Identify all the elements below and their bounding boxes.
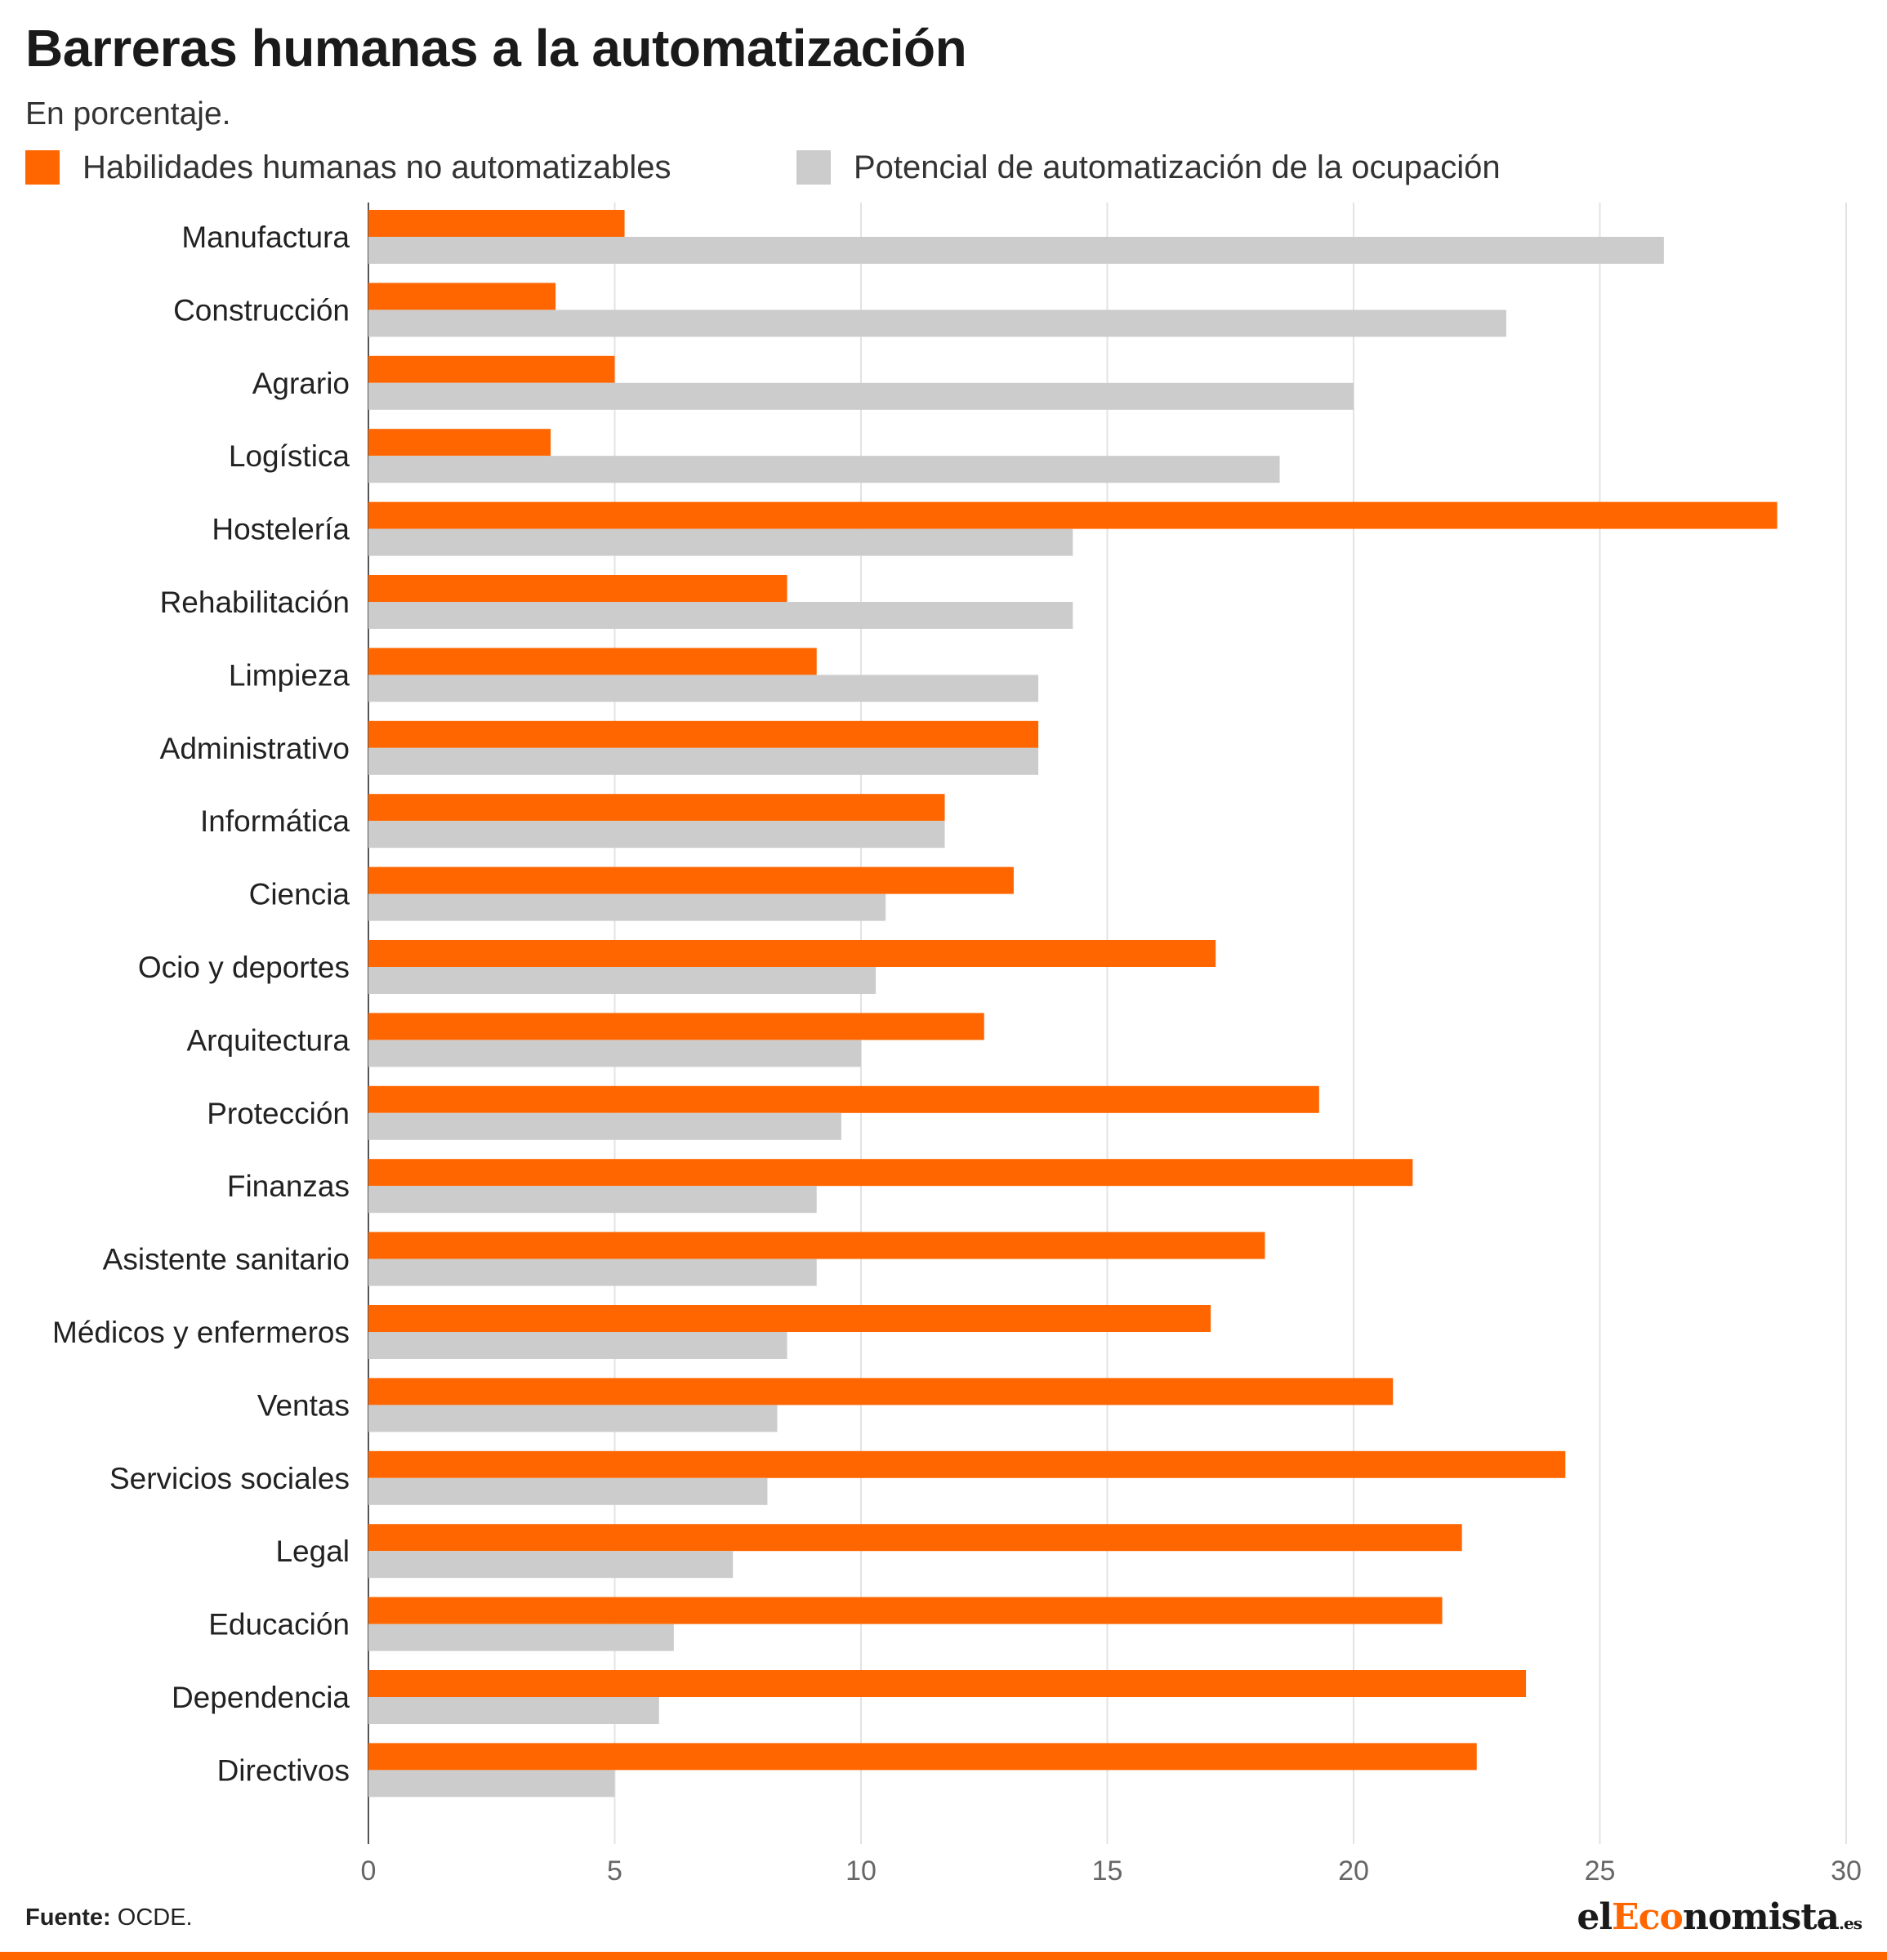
category-label: Hostelería bbox=[212, 513, 350, 546]
bar-automation-potential bbox=[368, 1624, 674, 1651]
legend-label: Potencial de automatización de la ocupac… bbox=[854, 149, 1501, 185]
publisher-logo: elEconomista.es bbox=[1577, 1896, 1862, 1938]
bar-human-skills bbox=[368, 1305, 1211, 1332]
logo-part: el bbox=[1577, 1896, 1613, 1938]
bar-automation-potential bbox=[368, 1405, 778, 1432]
category-label: Logística bbox=[229, 439, 350, 473]
bar-automation-potential bbox=[368, 1112, 841, 1140]
x-tick-label: 20 bbox=[1338, 1855, 1369, 1886]
bar-automation-potential bbox=[368, 310, 1506, 337]
category-labels: Manufactura Construcción Agrario Logística H… bbox=[52, 220, 350, 1787]
legend-item-automation-potential: Potencial de automatización de la ocupac… bbox=[796, 147, 1501, 188]
bar-automation-potential bbox=[368, 967, 877, 994]
bar-automation-potential bbox=[368, 1258, 817, 1286]
bar-automation-potential bbox=[368, 1040, 861, 1067]
bar-automation-potential bbox=[368, 747, 1039, 775]
logo-suffix: .es bbox=[1839, 1913, 1862, 1933]
bar-automation-potential bbox=[368, 1697, 659, 1724]
bar-human-skills bbox=[368, 648, 817, 675]
bar-automation-potential bbox=[368, 1186, 817, 1214]
bar-human-skills bbox=[368, 1597, 1443, 1624]
bar-automation-potential bbox=[368, 893, 886, 921]
bar-human-skills bbox=[368, 720, 1039, 748]
bar-automation-potential bbox=[368, 237, 1664, 264]
category-label: Ventas bbox=[257, 1388, 350, 1422]
bar-automation-potential bbox=[368, 1332, 787, 1359]
bar-human-skills bbox=[368, 283, 556, 310]
x-tick-label: 25 bbox=[1585, 1855, 1616, 1886]
bar-human-skills bbox=[368, 429, 551, 457]
bar-automation-potential bbox=[368, 675, 1039, 702]
category-label: Agrario bbox=[252, 367, 350, 400]
category-label: Construcción bbox=[173, 293, 350, 327]
x-tick-label: 30 bbox=[1831, 1855, 1862, 1886]
bar-human-skills bbox=[368, 1670, 1527, 1697]
source-value: OCDE. bbox=[110, 1904, 193, 1931]
bar-automation-potential bbox=[368, 382, 1354, 410]
bar-human-skills bbox=[368, 1159, 1413, 1187]
category-label: Legal bbox=[275, 1535, 350, 1568]
bar-automation-potential bbox=[368, 528, 1073, 556]
category-label: Ciencia bbox=[249, 878, 350, 911]
chart-subtitle: En porcentaje. bbox=[25, 96, 231, 131]
category-label: Administrativo bbox=[160, 732, 350, 765]
bar-human-skills bbox=[368, 1524, 1462, 1552]
bar-human-skills bbox=[368, 1232, 1265, 1259]
bar-human-skills bbox=[368, 210, 625, 237]
bar-human-skills bbox=[368, 501, 1778, 529]
category-label: Dependencia bbox=[172, 1681, 350, 1714]
x-tick-label: 5 bbox=[607, 1855, 622, 1886]
category-label: Informática bbox=[200, 804, 350, 838]
bar-automation-potential bbox=[368, 456, 1280, 483]
legend-item-human-skills: Habilidades humanas no automatizables bbox=[25, 147, 671, 188]
category-label: Arquitectura bbox=[187, 1023, 350, 1057]
category-label: Finanzas bbox=[227, 1169, 350, 1203]
x-tick-label: 10 bbox=[845, 1855, 877, 1886]
category-label: Limpieza bbox=[229, 658, 350, 692]
category-label: Protección bbox=[207, 1097, 350, 1130]
bar-human-skills bbox=[368, 1743, 1477, 1771]
bar-chart: Manufactura Construcción Agrario Logística H… bbox=[52, 203, 1862, 1886]
category-label: Manufactura bbox=[181, 220, 350, 254]
category-label: Directivos bbox=[217, 1753, 350, 1787]
bar-automation-potential bbox=[368, 602, 1073, 629]
bars bbox=[368, 210, 1778, 1797]
category-label: Asistente sanitario bbox=[103, 1243, 350, 1276]
category-label: Médicos y enfermeros bbox=[52, 1316, 350, 1349]
x-tick-label: 15 bbox=[1092, 1855, 1123, 1886]
bar-human-skills bbox=[368, 355, 615, 383]
bar-human-skills bbox=[368, 794, 945, 822]
legend-label: Habilidades humanas no automatizables bbox=[83, 149, 671, 185]
x-tick-label: 0 bbox=[361, 1855, 377, 1886]
bar-human-skills bbox=[368, 1085, 1319, 1113]
bar-automation-potential bbox=[368, 821, 945, 849]
bar-human-skills bbox=[368, 575, 787, 602]
bar-human-skills bbox=[368, 1450, 1566, 1478]
category-label: Ocio y deportes bbox=[138, 951, 350, 984]
bar-human-skills bbox=[368, 1378, 1394, 1405]
chart-title: Barreras humanas a la automatización bbox=[25, 19, 967, 78]
bar-automation-potential bbox=[368, 1770, 615, 1797]
category-label: Educación bbox=[208, 1608, 350, 1642]
logo-part: nomista bbox=[1682, 1896, 1840, 1938]
source-note: Fuente: OCDE. bbox=[25, 1904, 193, 1931]
category-label: Servicios sociales bbox=[109, 1462, 350, 1495]
category-label: Rehabilitación bbox=[160, 586, 350, 619]
logo-part-accent: Eco bbox=[1612, 1896, 1684, 1938]
legend-swatch-orange bbox=[25, 150, 60, 185]
footer-accent-bar bbox=[0, 1952, 1887, 1960]
source-label: Fuente: bbox=[25, 1904, 111, 1931]
legend-swatch-gray bbox=[796, 150, 831, 185]
bar-human-skills bbox=[368, 1013, 984, 1040]
bar-automation-potential bbox=[368, 1477, 768, 1505]
bar-human-skills bbox=[368, 866, 1014, 894]
x-axis-ticks: 0 5 10 15 20 25 30 bbox=[361, 1855, 1862, 1886]
bar-human-skills bbox=[368, 940, 1216, 967]
bar-automation-potential bbox=[368, 1551, 734, 1579]
